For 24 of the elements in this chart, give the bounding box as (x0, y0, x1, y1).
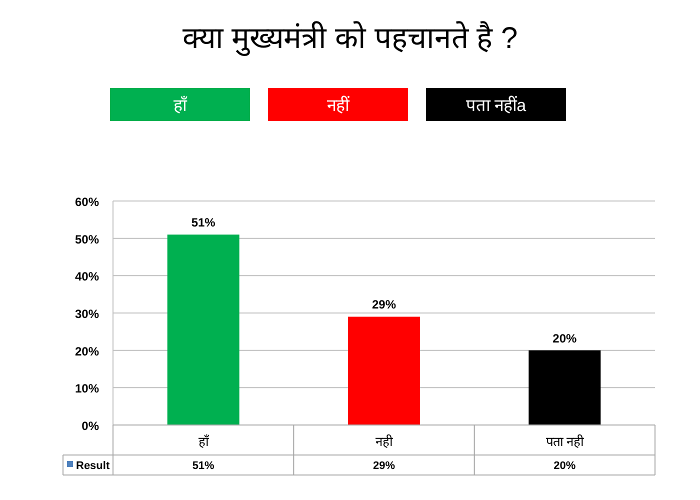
y-tick-label: 20% (74, 344, 100, 358)
data-label: 29% (372, 460, 396, 472)
note-box: नहीं (268, 88, 408, 121)
note-box: हाँ (110, 88, 250, 121)
x-tick-label: पता नही (546, 434, 584, 449)
text: 29% (372, 298, 396, 312)
y-tick-label: 50% (74, 232, 100, 246)
bar (348, 316, 420, 425)
chart-title: क्या मुख्यमंत्री को पहचानते है ? (182, 21, 518, 57)
text: 20% (552, 331, 577, 346)
data-label: 20% (554, 460, 576, 472)
x-tick-label: नही (376, 434, 394, 449)
note-box: पता नहींa (426, 88, 566, 121)
x-tick-label: हॉं (198, 434, 210, 449)
y-tick-label: 30% (74, 307, 100, 321)
y-tick-label: 40% (74, 270, 100, 284)
bar (528, 350, 601, 425)
legend: Result (67, 460, 110, 472)
text: 51% (191, 216, 216, 230)
bar (167, 234, 240, 425)
data-label: 51% (192, 460, 215, 472)
y-tick-label: 10% (74, 382, 100, 396)
y-tick-label: 60% (74, 195, 100, 209)
y-tick-label: 0% (82, 419, 100, 433)
